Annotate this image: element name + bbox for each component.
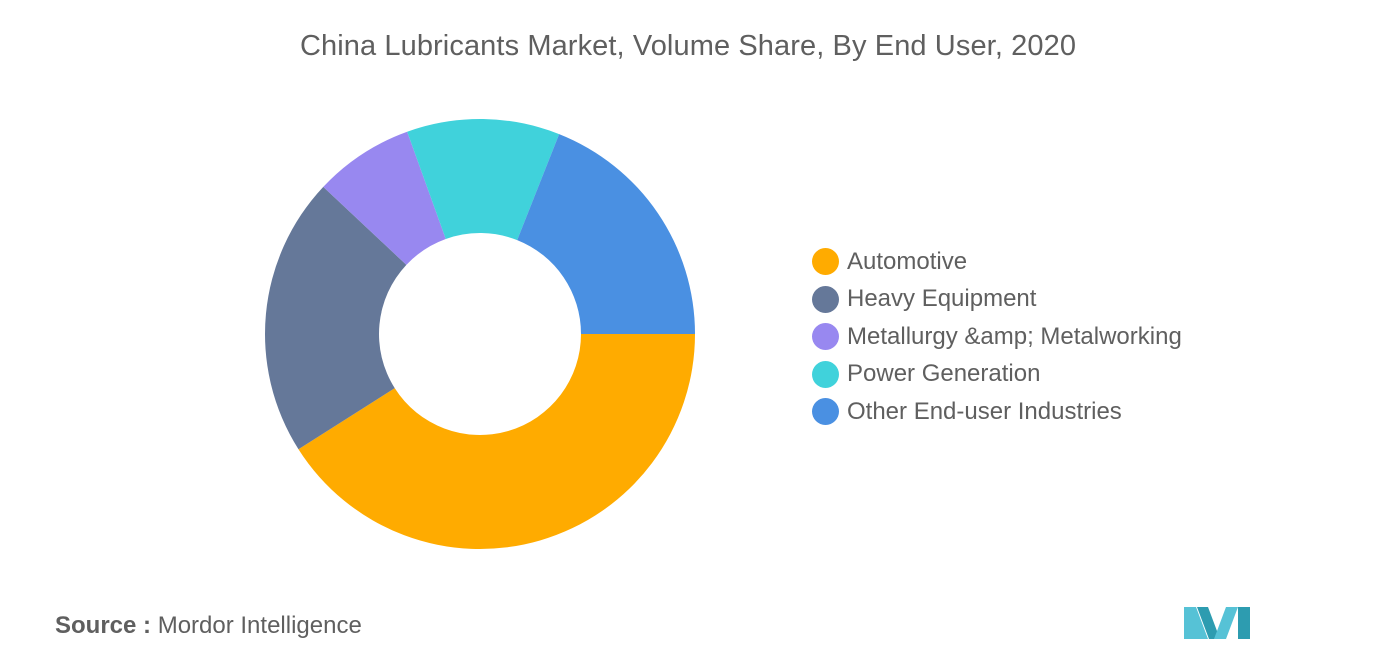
legend-swatch [812, 323, 839, 351]
source-note: Source : Mordor Intelligence [55, 612, 362, 640]
legend-label: Other End-user Industries [847, 397, 1122, 425]
mordor-intelligence-logo-icon [1184, 607, 1250, 639]
donut-slice-other-end-user-industries [517, 134, 695, 334]
legend-label: Metallurgy &amp; Metalworking [847, 322, 1182, 350]
source-text: Mordor Intelligence [157, 612, 362, 639]
legend-item-automotive: Automotive [812, 243, 1182, 281]
legend-item-metallurgy-amp-metalworking: Metallurgy &amp; Metalworking [812, 318, 1182, 356]
legend-item-other-end-user-industries: Other End-user Industries [812, 393, 1182, 431]
legend-item-heavy-equipment: Heavy Equipment [812, 281, 1182, 319]
legend-label: Automotive [847, 247, 968, 275]
legend-label: Heavy Equipment [847, 285, 1037, 313]
source-prefix: Source : [55, 612, 152, 639]
legend-label: Power Generation [847, 360, 1041, 388]
legend-swatch [812, 248, 839, 276]
donut-slice-power-generation [407, 119, 560, 241]
donut-slice-heavy-equipment [265, 186, 407, 450]
legend-item-power-generation: Power Generation [812, 356, 1182, 394]
legend-swatch [812, 360, 839, 388]
legend-swatch [812, 285, 839, 313]
donut-slice-metallurgy-amp-metalworking [323, 131, 446, 265]
chart-legend: Automotive Heavy Equipment Metallurgy &amp… [812, 243, 1182, 431]
donut-slices [265, 119, 695, 549]
legend-swatch [812, 398, 839, 426]
donut-slice-automotive [298, 334, 695, 549]
chart-title: China Lubricants Market, Volume Share, B… [299, 30, 1077, 62]
